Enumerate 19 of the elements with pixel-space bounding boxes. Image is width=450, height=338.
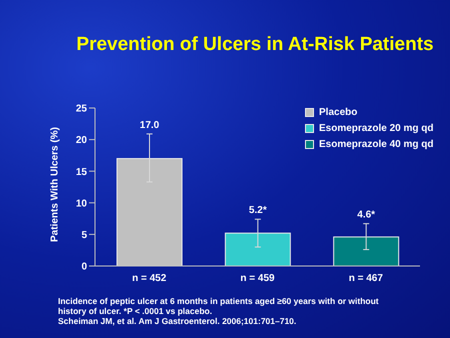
y-tick-label: 0 <box>81 262 88 273</box>
x-tick-label: n = 467 <box>348 273 384 284</box>
y-tick-label: 20 <box>76 135 88 146</box>
legend-label: Esomeprazole 40 mg qd <box>319 138 434 150</box>
data-label: 4.6* <box>357 210 376 221</box>
y-axis-title: Patients With Ulcers (%) <box>50 127 61 242</box>
y-tick-label: 15 <box>76 166 88 178</box>
x-tick-label: n = 452 <box>132 273 167 284</box>
chart-title: Prevention of Ulcers in At-Risk Patients <box>75 34 435 56</box>
data-label: 5.2* <box>248 205 267 216</box>
x-tick-label: n = 459 <box>240 273 276 284</box>
legend-label: Placebo <box>319 106 358 118</box>
y-tick-label: 10 <box>76 198 88 210</box>
data-label: 17.0 <box>140 120 160 131</box>
y-tick-label: 5 <box>81 230 88 241</box>
text: Scheiman JM, et al. Am J Gastroenterol. 2006;101:701–710. <box>58 316 298 326</box>
y-tick-label: 25 <box>76 104 88 115</box>
legend-label: Esomeprazole 20 mg qd <box>319 122 434 134</box>
text: Incidence of peptic ulcer at 6 months in patients aged ≥60 years with or without history of ulcer. *P < .0001 vs placebo. <box>58 296 380 316</box>
